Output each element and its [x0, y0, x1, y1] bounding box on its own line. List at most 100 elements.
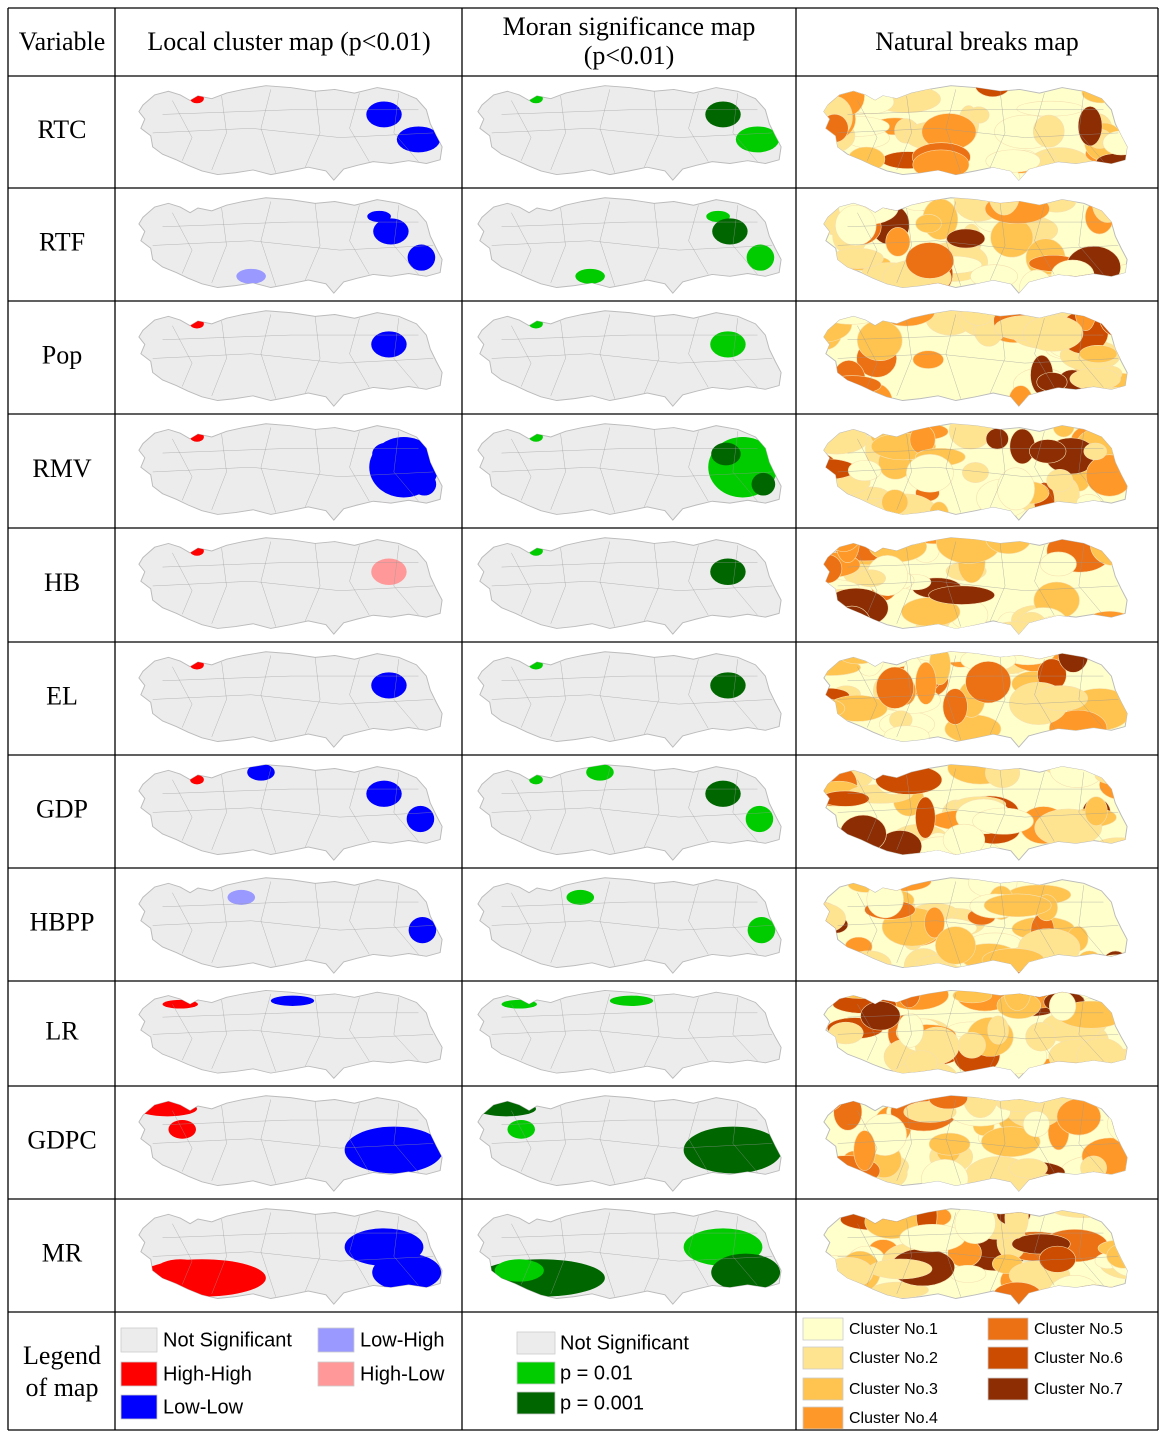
region	[797, 459, 857, 480]
map	[800, 517, 1153, 654]
region	[973, 808, 1034, 834]
legend-label: Cluster No.5	[1034, 1321, 1123, 1338]
region	[1070, 368, 1121, 390]
cluster-region	[705, 101, 740, 127]
region	[906, 454, 953, 492]
map	[139, 311, 442, 406]
cluster-region	[746, 806, 774, 832]
region	[966, 661, 1011, 703]
region	[829, 1022, 864, 1044]
region	[1026, 148, 1093, 189]
region	[1023, 316, 1083, 352]
map	[794, 290, 1148, 425]
legend-swatch	[121, 1395, 157, 1419]
legend-swatch	[803, 1347, 843, 1369]
region	[794, 306, 852, 342]
legend-label: Cluster No.7	[1034, 1381, 1123, 1398]
map	[477, 1096, 782, 1191]
cluster-region	[366, 781, 401, 807]
legend-label: Cluster No.3	[849, 1381, 938, 1398]
country	[139, 765, 442, 860]
region	[857, 320, 902, 360]
region	[970, 265, 1017, 288]
region	[1074, 951, 1105, 987]
region	[1085, 797, 1107, 826]
region	[904, 948, 942, 983]
region	[915, 797, 935, 838]
region	[1035, 686, 1088, 711]
cluster-region	[163, 1000, 198, 1009]
cluster-region	[529, 546, 543, 555]
region	[929, 502, 949, 529]
region	[1037, 152, 1058, 182]
region	[823, 376, 881, 395]
region	[1009, 386, 1033, 419]
region	[1080, 1156, 1106, 1180]
region	[906, 242, 954, 278]
region	[1077, 494, 1101, 510]
region	[968, 107, 989, 123]
map	[139, 990, 442, 1078]
cluster-region	[711, 1254, 780, 1291]
region	[1098, 1240, 1148, 1257]
legend-title: Legend	[23, 1341, 101, 1370]
legend-label: Cluster No.6	[1034, 1350, 1123, 1367]
cluster-region	[752, 473, 776, 496]
region	[905, 1050, 937, 1074]
region	[1058, 636, 1088, 673]
region	[837, 644, 879, 664]
region	[1100, 951, 1132, 992]
map	[139, 538, 442, 634]
figure-table: Variable Local cluster map (p<0.01) Mora…	[0, 0, 1163, 1431]
country	[478, 878, 781, 973]
region	[953, 988, 992, 1003]
variable-label: GDP	[36, 794, 88, 823]
map	[478, 538, 781, 634]
cluster-region	[567, 890, 595, 905]
region	[886, 227, 910, 256]
legend-swatch	[121, 1362, 157, 1386]
variable-label: GDPC	[27, 1125, 96, 1154]
country	[478, 652, 781, 747]
legend-label: p = 0.01	[560, 1362, 633, 1384]
region	[846, 951, 891, 979]
cluster-region	[138, 1259, 266, 1296]
map	[794, 174, 1160, 310]
legend-swatch	[803, 1407, 843, 1429]
legend-label: Not Significant	[560, 1332, 689, 1354]
region	[831, 985, 899, 999]
map	[138, 1209, 442, 1304]
region	[989, 174, 1020, 215]
map	[801, 972, 1142, 1097]
region	[1107, 1243, 1141, 1268]
map	[478, 198, 781, 293]
map	[139, 652, 442, 747]
map	[803, 1196, 1163, 1317]
region	[1104, 1289, 1153, 1313]
region	[1112, 439, 1137, 459]
cluster-region	[529, 432, 543, 441]
region	[993, 1282, 1042, 1309]
regions	[801, 972, 1142, 1097]
country	[139, 86, 442, 180]
map	[794, 869, 1145, 992]
map	[478, 652, 781, 747]
cluster-region	[190, 432, 204, 441]
cluster-region	[705, 781, 740, 807]
region	[1078, 106, 1102, 145]
cluster-region	[236, 269, 266, 284]
region	[1029, 439, 1066, 463]
country	[478, 86, 781, 180]
header-cell: Moran significance map	[503, 12, 756, 41]
map	[139, 764, 442, 860]
cluster-region	[711, 443, 741, 466]
cluster-region	[477, 1101, 536, 1116]
region	[821, 501, 847, 519]
region	[828, 301, 887, 317]
region	[1099, 770, 1144, 800]
country	[478, 765, 781, 860]
region	[1108, 614, 1153, 646]
region	[862, 642, 909, 660]
legend-swatch	[121, 1328, 157, 1352]
legend-swatch	[517, 1392, 555, 1414]
